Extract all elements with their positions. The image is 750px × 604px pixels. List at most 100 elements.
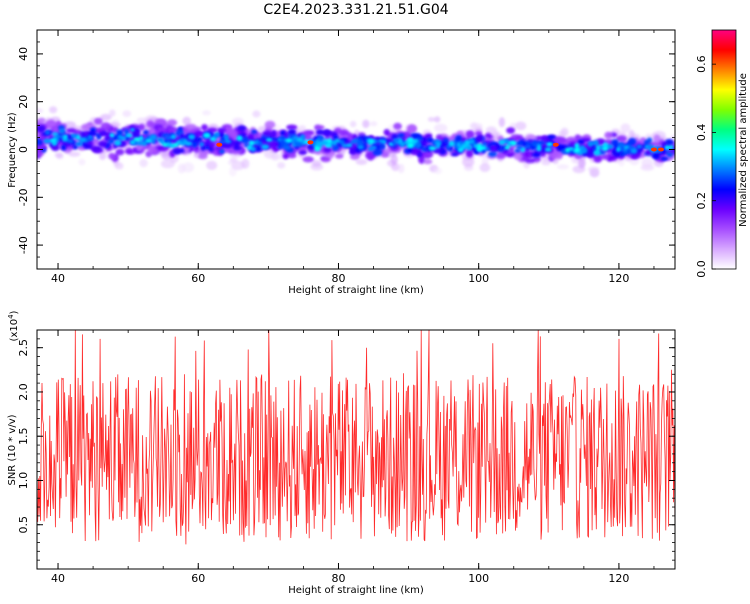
heatmap-cell: [252, 110, 261, 118]
heatmap-cell: [37, 117, 46, 124]
heatmap-cell: [617, 142, 625, 149]
heatmap-cell: [264, 120, 276, 129]
heatmap-cell: [475, 131, 483, 136]
heatmap-cell: [443, 138, 450, 143]
heatmap-cell: [479, 163, 491, 173]
heatmap-cell: [505, 152, 516, 158]
heatmap-cell: [100, 113, 112, 121]
heatmap-cell: [578, 158, 586, 169]
heatmap-cell: [257, 140, 263, 146]
heatmap-cell: [556, 164, 569, 170]
heatmap-cell: [269, 141, 278, 148]
heatmap-cell: [577, 139, 585, 145]
heatmap-cell: [130, 128, 135, 132]
y-tick-label: 1.5: [17, 427, 30, 445]
heatmap-cell: [553, 136, 565, 145]
heatmap-cell: [167, 119, 178, 127]
heatmap-cell: [524, 150, 535, 158]
heatmap-cell: [88, 130, 97, 137]
heatmap-cell: [664, 139, 674, 146]
heatmap-cell: [149, 134, 158, 141]
heatmap-cell: [621, 148, 626, 152]
heatmap-cell: [51, 132, 59, 136]
heatmap-cell: [465, 130, 475, 139]
heatmap-cell: [60, 144, 67, 151]
heatmap-cell: [558, 130, 567, 138]
heatmap-cell: [602, 142, 608, 149]
heatmap-layer: [43, 128, 674, 156]
heatmap-cell: [72, 144, 78, 150]
heatmap-cell: [202, 132, 211, 139]
heatmap-cell: [515, 121, 527, 131]
heatmap-cell: [49, 106, 58, 114]
heatmap-cell: [434, 123, 448, 133]
heatmap-cell: [228, 129, 238, 137]
heatmap-cell: [191, 142, 198, 148]
heatmap-cell: [139, 159, 148, 168]
heatmap-cell: [333, 145, 339, 150]
heatmap-cell: [109, 133, 115, 138]
heatmap-cell: [311, 160, 322, 167]
heatmap-cell: [322, 129, 331, 137]
heatmap-cell: [473, 143, 479, 149]
heatmap-cell: [370, 121, 378, 127]
heatmap-cell: [410, 133, 420, 138]
snr-x-axis-label: Height of straight line (km): [288, 585, 424, 596]
heatmap-cell: [425, 133, 433, 138]
heatmap-cell: [593, 149, 601, 156]
heatmap-cell: [91, 146, 101, 152]
heatmap-cell: [58, 128, 66, 134]
y-tick-label: 1.0: [17, 472, 30, 490]
heatmap-cell: [152, 148, 158, 155]
heatmap-cell: [219, 149, 225, 154]
heatmap-cell: [471, 123, 483, 129]
heatmap-cell: [641, 158, 654, 168]
chart-title: C2E4.2023.331.21.51.G04: [263, 2, 448, 18]
heatmap-cell: [482, 142, 487, 146]
heatmap-cell: [652, 152, 660, 160]
heatmap-cell: [136, 117, 149, 123]
heatmap-cell: [604, 131, 613, 139]
heatmap-cell: [139, 135, 144, 141]
heatmap-cell: [475, 135, 484, 142]
heatmap-cell: [429, 146, 437, 151]
heatmap-cell: [397, 133, 405, 138]
heatmap-cell: [201, 124, 208, 131]
heatmap-cell: [302, 156, 314, 163]
heatmap-cell: [241, 158, 250, 169]
heatmap-cell: [204, 144, 211, 150]
heatmap-cell: [179, 138, 185, 143]
heatmap-cell: [248, 140, 255, 146]
heatmap-cell: [159, 140, 166, 145]
heatmap-cell: [122, 110, 132, 118]
heatmap-cell: [348, 149, 357, 155]
heatmap-cell: [352, 133, 358, 140]
heatmap-cell: [202, 110, 211, 116]
heatmap-cell: [602, 147, 609, 151]
heatmap-cell: [350, 120, 357, 128]
heatmap-cell: [331, 139, 338, 146]
heatmap-cell: [504, 145, 510, 150]
heatmap-cell: [390, 154, 398, 165]
heatmap-cell: [250, 129, 258, 135]
heatmap-cell: [146, 120, 155, 128]
x-tick-label: 40: [51, 272, 65, 285]
heatmap-cell: [125, 147, 133, 155]
heatmap-cell: [653, 134, 661, 143]
heatmap-cell: [513, 153, 523, 161]
heatmap-cell: [261, 144, 270, 150]
heatmap-cell: [393, 138, 400, 143]
heatmap-cell: [170, 134, 177, 140]
heatmap-cell: [108, 139, 115, 144]
heatmap-cell: [600, 153, 609, 160]
y-tick-label: -20: [17, 188, 30, 206]
heatmap-cell: [282, 153, 289, 160]
heatmap-cell: [37, 108, 44, 114]
heatmap-cell: [229, 157, 238, 163]
heatmap-cell: [317, 135, 325, 141]
heatmap-hotspot: [650, 147, 657, 152]
heatmap-cell: [592, 140, 599, 146]
heatmap-cell: [99, 130, 108, 137]
heatmap-cell: [357, 145, 365, 150]
heatmap-cell: [406, 124, 418, 133]
